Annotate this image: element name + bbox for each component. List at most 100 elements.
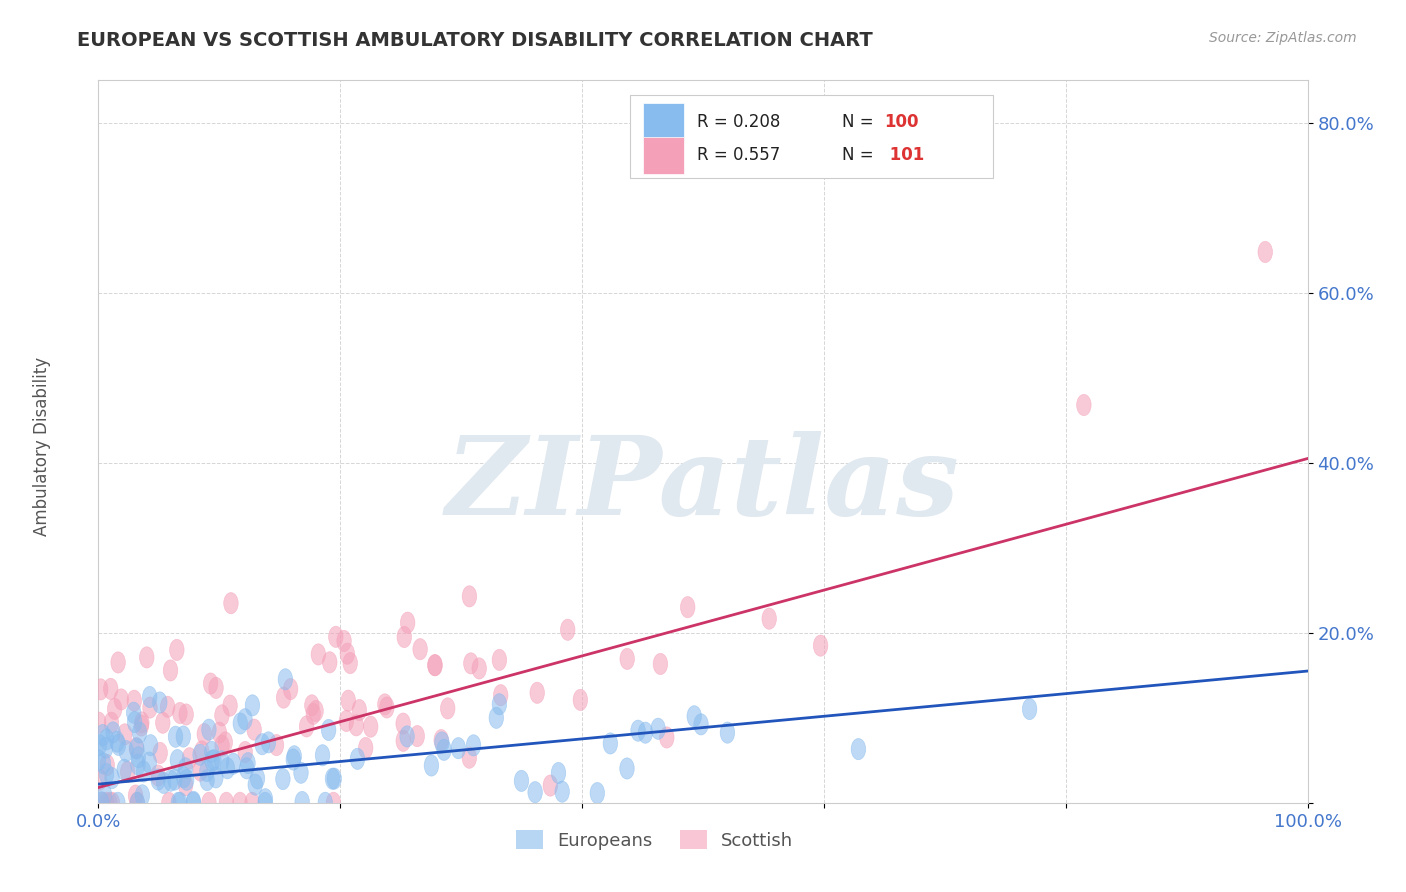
Ellipse shape: [318, 792, 332, 814]
Ellipse shape: [285, 749, 301, 770]
Ellipse shape: [134, 714, 149, 736]
Ellipse shape: [176, 726, 191, 747]
Ellipse shape: [136, 761, 150, 782]
Ellipse shape: [143, 735, 157, 756]
Ellipse shape: [254, 733, 270, 755]
Ellipse shape: [100, 764, 114, 785]
Ellipse shape: [464, 653, 478, 674]
Ellipse shape: [262, 731, 276, 753]
Ellipse shape: [131, 754, 145, 775]
Ellipse shape: [309, 700, 323, 722]
Ellipse shape: [654, 653, 668, 674]
Ellipse shape: [214, 751, 229, 772]
Ellipse shape: [530, 682, 544, 704]
Ellipse shape: [328, 768, 342, 789]
FancyBboxPatch shape: [643, 103, 683, 141]
Ellipse shape: [170, 640, 184, 661]
Ellipse shape: [326, 792, 340, 814]
Legend: Europeans, Scottish: Europeans, Scottish: [506, 822, 803, 859]
Ellipse shape: [186, 791, 201, 813]
Ellipse shape: [215, 705, 229, 726]
Ellipse shape: [688, 706, 702, 727]
Ellipse shape: [205, 750, 219, 772]
Ellipse shape: [315, 745, 330, 766]
Ellipse shape: [543, 775, 558, 797]
Ellipse shape: [193, 760, 208, 781]
Ellipse shape: [720, 722, 735, 743]
Ellipse shape: [91, 749, 105, 771]
Ellipse shape: [434, 731, 449, 753]
Ellipse shape: [156, 712, 170, 733]
Ellipse shape: [278, 669, 292, 690]
Ellipse shape: [233, 713, 247, 734]
Ellipse shape: [197, 723, 211, 745]
Ellipse shape: [527, 781, 543, 803]
Ellipse shape: [96, 724, 110, 746]
Text: EUROPEAN VS SCOTTISH AMBULATORY DISABILITY CORRELATION CHART: EUROPEAN VS SCOTTISH AMBULATORY DISABILI…: [77, 31, 873, 50]
Ellipse shape: [135, 712, 149, 733]
Ellipse shape: [105, 792, 120, 814]
Ellipse shape: [396, 626, 412, 648]
Ellipse shape: [120, 740, 134, 762]
Ellipse shape: [555, 781, 569, 802]
Ellipse shape: [201, 792, 217, 814]
Ellipse shape: [603, 733, 617, 754]
Ellipse shape: [224, 592, 238, 614]
Ellipse shape: [163, 770, 179, 791]
Ellipse shape: [295, 791, 309, 813]
Ellipse shape: [339, 710, 354, 731]
Ellipse shape: [322, 719, 336, 740]
Ellipse shape: [208, 677, 224, 698]
Ellipse shape: [322, 652, 337, 673]
Ellipse shape: [349, 714, 364, 736]
Ellipse shape: [413, 639, 427, 660]
Ellipse shape: [340, 643, 354, 665]
Ellipse shape: [180, 769, 194, 790]
Ellipse shape: [150, 765, 166, 786]
Ellipse shape: [193, 744, 207, 765]
Ellipse shape: [118, 723, 132, 745]
Ellipse shape: [139, 647, 155, 668]
Ellipse shape: [128, 712, 142, 732]
Ellipse shape: [693, 714, 709, 735]
Ellipse shape: [222, 695, 238, 716]
Ellipse shape: [128, 785, 143, 806]
Ellipse shape: [269, 734, 284, 756]
Ellipse shape: [401, 612, 415, 633]
Ellipse shape: [127, 690, 142, 711]
Ellipse shape: [143, 697, 157, 718]
Ellipse shape: [561, 619, 575, 640]
Ellipse shape: [427, 655, 441, 676]
Ellipse shape: [93, 769, 107, 790]
Text: Ambulatory Disability: Ambulatory Disability: [34, 357, 51, 535]
Ellipse shape: [299, 715, 314, 737]
Text: R = 0.208: R = 0.208: [697, 113, 780, 131]
Ellipse shape: [132, 722, 146, 743]
Ellipse shape: [434, 730, 449, 751]
Ellipse shape: [153, 742, 167, 764]
Ellipse shape: [104, 678, 118, 699]
Ellipse shape: [176, 766, 191, 788]
Ellipse shape: [110, 731, 124, 752]
Ellipse shape: [1077, 394, 1091, 416]
Ellipse shape: [142, 752, 156, 773]
Ellipse shape: [201, 719, 217, 740]
Ellipse shape: [239, 757, 254, 779]
Ellipse shape: [463, 586, 477, 607]
Ellipse shape: [238, 708, 252, 730]
Ellipse shape: [169, 726, 183, 747]
Ellipse shape: [277, 687, 291, 708]
Ellipse shape: [276, 768, 290, 789]
Ellipse shape: [591, 782, 605, 804]
Text: ZIPatlas: ZIPatlas: [446, 431, 960, 539]
Ellipse shape: [163, 660, 177, 681]
Ellipse shape: [111, 734, 125, 756]
Ellipse shape: [142, 686, 157, 707]
Ellipse shape: [659, 727, 673, 748]
Ellipse shape: [129, 738, 143, 758]
Ellipse shape: [93, 734, 107, 756]
Ellipse shape: [440, 698, 456, 719]
Ellipse shape: [170, 749, 184, 771]
Ellipse shape: [173, 792, 187, 814]
Ellipse shape: [359, 738, 373, 758]
